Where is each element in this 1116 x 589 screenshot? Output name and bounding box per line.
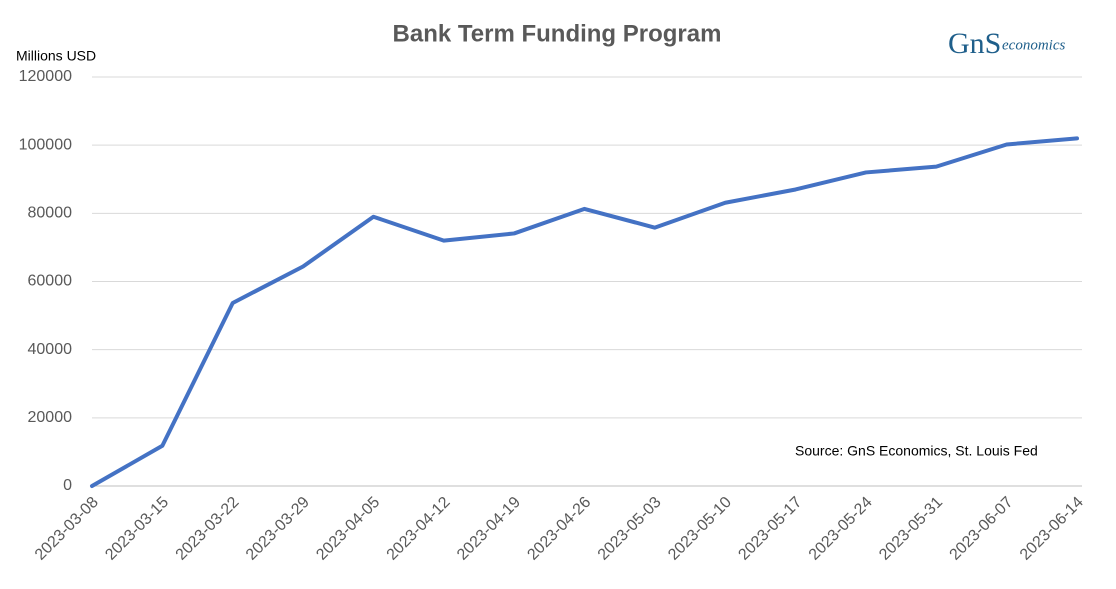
x-tick-label: 2023-05-03: [595, 494, 665, 564]
y-tick-label: 20000: [28, 409, 73, 426]
x-tick-label: 2023-03-29: [243, 494, 313, 564]
y-tick-label: 120000: [19, 68, 72, 85]
y-axis-label: Millions USD: [16, 48, 96, 64]
x-tick-label: 2023-06-07: [947, 494, 1017, 564]
x-tick-label: 2023-05-31: [876, 494, 946, 564]
line-series: [90, 136, 1079, 488]
y-tick-label: 100000: [19, 136, 72, 153]
x-tick-label: 2023-04-19: [454, 494, 524, 564]
x-tick-label: 2023-04-05: [313, 494, 383, 564]
x-tick-label: 2023-05-24: [806, 494, 876, 564]
y-tick-label: 40000: [28, 341, 73, 358]
x-tick-label: 2023-04-12: [384, 494, 454, 564]
logo-text: economics: [1002, 37, 1065, 53]
y-tick-label: 80000: [28, 205, 73, 222]
x-tick-label: 2023-06-14: [1017, 494, 1087, 564]
x-tick-label: 2023-03-08: [32, 494, 102, 564]
x-tick-label: 2023-04-26: [524, 494, 594, 564]
logo-mark: GnS: [948, 27, 1001, 60]
y-tick-label: 0: [63, 477, 72, 494]
x-tick-label: 2023-05-17: [735, 494, 805, 564]
x-tick-label: 2023-03-22: [173, 494, 243, 564]
annotation: Source: GnS Economics, St. Louis Fed: [795, 443, 1038, 459]
chart-title: Bank Term Funding Program: [393, 20, 722, 47]
x-tick-label: 2023-03-15: [102, 494, 172, 564]
x-tick-label: 2023-05-10: [665, 494, 735, 564]
y-tick-label: 60000: [28, 273, 73, 290]
